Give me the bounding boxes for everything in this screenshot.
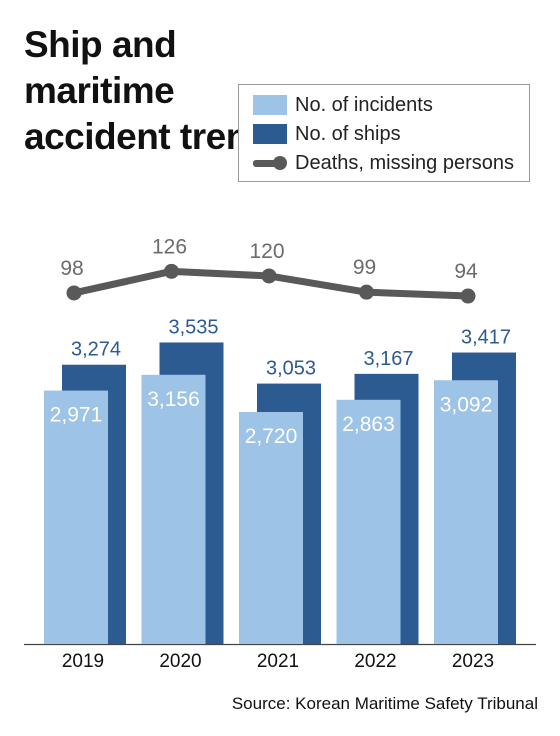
data-label-deaths-2020: 126 bbox=[152, 235, 187, 258]
bar-incidents-2020 bbox=[141, 374, 206, 644]
legend-swatch-incidents bbox=[253, 95, 287, 115]
legend-swatch-deaths bbox=[253, 153, 287, 173]
data-label-incidents-2023: 3,092 bbox=[440, 393, 493, 416]
bar-incidents-2019 bbox=[44, 390, 108, 644]
legend-item-ships: No. of ships bbox=[253, 121, 401, 147]
data-label-incidents-2022: 2,863 bbox=[342, 413, 395, 436]
data-label-deaths-2019: 98 bbox=[60, 257, 83, 280]
data-label-ships-2019: 3,274 bbox=[71, 339, 121, 361]
data-label-ships-2021: 3,053 bbox=[266, 358, 316, 380]
data-label-incidents-2021: 2,720 bbox=[245, 425, 298, 448]
x-tick-label-2021: 2021 bbox=[257, 651, 299, 672]
bar-incidents-2023 bbox=[434, 380, 498, 644]
legend-item-deaths: Deaths, missing persons bbox=[253, 150, 514, 176]
legend: No. of incidents No. of ships Deaths, mi… bbox=[238, 84, 530, 182]
legend-swatch-ships bbox=[253, 124, 287, 144]
data-label-deaths-2021: 120 bbox=[249, 240, 284, 263]
legend-label-deaths: Deaths, missing persons bbox=[295, 151, 514, 174]
data-label-ships-2023: 3,417 bbox=[461, 327, 511, 349]
data-label-deaths-2023: 94 bbox=[454, 260, 478, 283]
data-label-ships-2020: 3,535 bbox=[168, 316, 218, 338]
x-tick-label-2023: 2023 bbox=[452, 651, 494, 672]
x-tick-label-2022: 2022 bbox=[354, 651, 396, 672]
point-deaths-2020 bbox=[164, 263, 179, 279]
data-label-ships-2022: 3,167 bbox=[363, 348, 413, 370]
point-deaths-2021 bbox=[261, 268, 277, 284]
bar-incidents-2021 bbox=[239, 411, 303, 644]
legend-item-incidents: No. of incidents bbox=[253, 92, 433, 118]
legend-label-incidents: No. of incidents bbox=[295, 93, 433, 116]
point-deaths-2023 bbox=[460, 288, 476, 304]
data-label-deaths-2022: 99 bbox=[353, 256, 376, 279]
point-deaths-2019 bbox=[66, 285, 82, 301]
point-deaths-2022 bbox=[359, 284, 374, 300]
data-label-incidents-2020: 3,156 bbox=[147, 388, 200, 411]
legend-label-ships: No. of ships bbox=[295, 122, 401, 145]
bar-incidents-2022 bbox=[336, 399, 401, 644]
data-label-incidents-2019: 2,971 bbox=[50, 404, 103, 427]
source-note: Source: Korean Maritime Safety Tribunal bbox=[231, 694, 538, 713]
x-tick-label-2020: 2020 bbox=[159, 651, 201, 672]
x-tick-label-2019: 2019 bbox=[62, 651, 104, 672]
